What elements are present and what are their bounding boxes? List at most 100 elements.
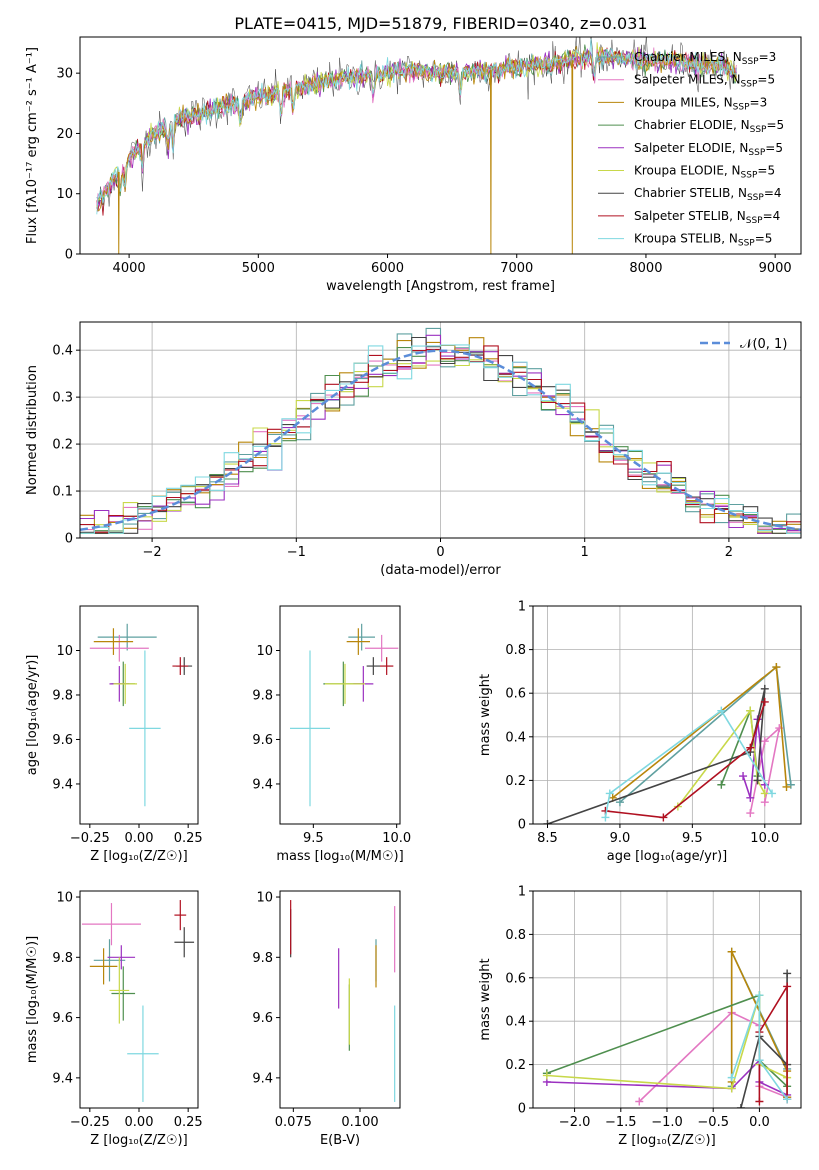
x-axis-label: mass [log₁₀(M/M☉)]	[276, 849, 403, 864]
x-tick-label: 0.00	[125, 1115, 154, 1130]
legend-suffix: =4	[763, 209, 781, 223]
axes: −2 −1 0 1 2 0 0.1 0.2 0.3 0.4 (data-model)/error No…	[25, 321, 802, 578]
legend-suffix: =3	[750, 95, 768, 109]
y-tick-label: 9.8	[52, 688, 73, 703]
legend-entry: Chabrier STELIB, NSSP=4	[634, 186, 782, 203]
weight-marker	[755, 1097, 764, 1106]
weight-marker	[755, 991, 764, 1000]
point-model-0	[97, 623, 157, 651]
x-tick-label: 10.0	[382, 831, 411, 846]
x-tick-label: −1	[287, 545, 306, 560]
point-model-5	[113, 663, 138, 704]
x-tick-label: 0.075	[275, 1115, 312, 1130]
y-tick-label: 9.4	[52, 1071, 73, 1086]
y-tick-label: 10	[56, 644, 73, 659]
y-tick-label: 1	[518, 600, 526, 615]
x-axis-label: wavelength [Angstrom, rest frame]	[326, 279, 555, 294]
weight-line-4	[742, 719, 766, 799]
legend-suffix: =5	[755, 232, 773, 246]
weight-marker	[782, 782, 791, 791]
y-tick-label: 0.2	[52, 438, 73, 453]
y-tick-label: 9.8	[52, 951, 73, 966]
x-tick-label: 0.25	[174, 1115, 203, 1130]
legend-sub: SSP	[742, 57, 759, 67]
x-tick-label: 1	[581, 545, 589, 560]
y-axis-label: mass weight	[478, 958, 493, 1040]
y-tick-label: 0	[518, 1102, 526, 1117]
panel-residual-histogram: −2 −1 0 1 2 0 0.1 0.2 0.3 0.4 (data-model)/error No…	[25, 321, 802, 578]
y-tick-label: 9.4	[252, 777, 273, 792]
weight-marker	[755, 1056, 764, 1065]
x-tick-label: 0.100	[341, 1115, 378, 1130]
axes: 8.5 9.0 9.5 10.0 0 0.2 0.4 0.6 0.8 1 age [log₁₀(ag…	[478, 600, 802, 864]
weight-marker	[739, 772, 748, 781]
y-axis-label: Normed distribution	[25, 365, 40, 495]
y-axis-label: Flux [fλ10⁻¹⁷ erg cm⁻² s⁻¹ A⁻¹]	[25, 47, 40, 244]
weight-line-8	[730, 994, 788, 1100]
spectrum-dip	[490, 70, 492, 254]
x-tick-label: 5000	[242, 261, 275, 276]
x-tick-label: −1.0	[651, 1115, 683, 1130]
x-axis-label: (data-model)/error	[380, 563, 501, 578]
x-tick-label: 9000	[759, 261, 792, 276]
panel-mass-vs-Z: −0.25 0.00 0.25 9.4 9.6 9.8 10 Z [log₁₀(Z/Z☉)] m…	[25, 890, 203, 1148]
weight-marker	[736, 1104, 745, 1108]
plot-area	[542, 947, 792, 1108]
x-tick-label: 8.5	[537, 831, 558, 846]
legend-suffix: =5	[757, 164, 775, 178]
legend-label: Kroupa STELIB, N	[634, 232, 738, 246]
axes-frame	[532, 605, 802, 825]
plot-area	[89, 623, 193, 807]
y-tick-label: 0.4	[52, 344, 73, 359]
legend-suffix: =5	[765, 141, 783, 155]
y-tick-label: 0.2	[505, 774, 526, 789]
panel-weight-vs-age: 8.5 9.0 9.5 10.0 0 0.2 0.4 0.6 0.8 1 age [log₁₀(ag…	[478, 600, 802, 864]
axes-frame	[79, 36, 802, 255]
x-tick-label: −0.25	[70, 1115, 110, 1130]
x-tick-label: 10.0	[750, 831, 779, 846]
weight-marker	[615, 798, 624, 807]
x-tick-label: 0.25	[174, 831, 203, 846]
axes: 0.075 0.100 9.4 9.6 9.8 10 E(B-V)	[252, 890, 401, 1148]
weight-marker	[717, 706, 726, 715]
y-tick-label: 9.8	[252, 688, 273, 703]
spectrum-dip	[117, 172, 120, 254]
point-model-2	[93, 628, 134, 655]
weight-line-7	[605, 701, 766, 819]
weight-marker	[746, 809, 755, 818]
legend-label: Kroupa MILES, N	[634, 95, 733, 109]
weight-marker	[605, 789, 614, 798]
y-tick-label: 10	[56, 187, 73, 202]
y-axis-label: mass [log₁₀(M/M☉)]	[25, 936, 40, 1063]
weight-marker	[727, 1084, 736, 1093]
x-tick-label: 7000	[500, 261, 533, 276]
x-axis-label: Z [log₁₀(Z/Z☉)]	[90, 1133, 187, 1148]
plot-area	[81, 900, 195, 1102]
legend-entry: Kroupa ELODIE, NSSP=5	[634, 164, 775, 181]
weight-marker	[746, 793, 755, 802]
y-tick-label: 10	[256, 891, 273, 906]
spectrum-8	[96, 38, 737, 215]
weight-marker	[542, 1071, 551, 1080]
y-tick-label: 1	[518, 885, 526, 900]
y-tick-label: 9.4	[252, 1071, 273, 1086]
legend-sub: SSP	[748, 148, 765, 158]
legend-entry: Salpeter ELODIE, NSSP=5	[634, 141, 783, 158]
legend-label: Chabrier MILES, N	[634, 50, 742, 64]
plot-area	[96, 37, 737, 254]
y-tick-label: 30	[56, 67, 73, 82]
point-model-6	[366, 657, 380, 675]
weight-marker	[760, 798, 769, 807]
normal-curve	[80, 349, 801, 532]
point-model-8	[290, 650, 330, 807]
x-tick-label: −1.5	[605, 1115, 637, 1130]
point-model-0	[348, 623, 375, 651]
x-axis-label: Z [log₁₀(Z/Z☉)]	[90, 849, 187, 864]
legend-label: Salpeter MILES, N	[634, 73, 741, 87]
y-tick-label: 10	[256, 644, 273, 659]
y-tick-label: 9.6	[52, 733, 73, 748]
weight-marker	[768, 789, 777, 798]
y-tick-label: 9.6	[252, 733, 273, 748]
y-axis-label: mass weight	[478, 674, 493, 756]
point-model-2	[346, 628, 370, 655]
